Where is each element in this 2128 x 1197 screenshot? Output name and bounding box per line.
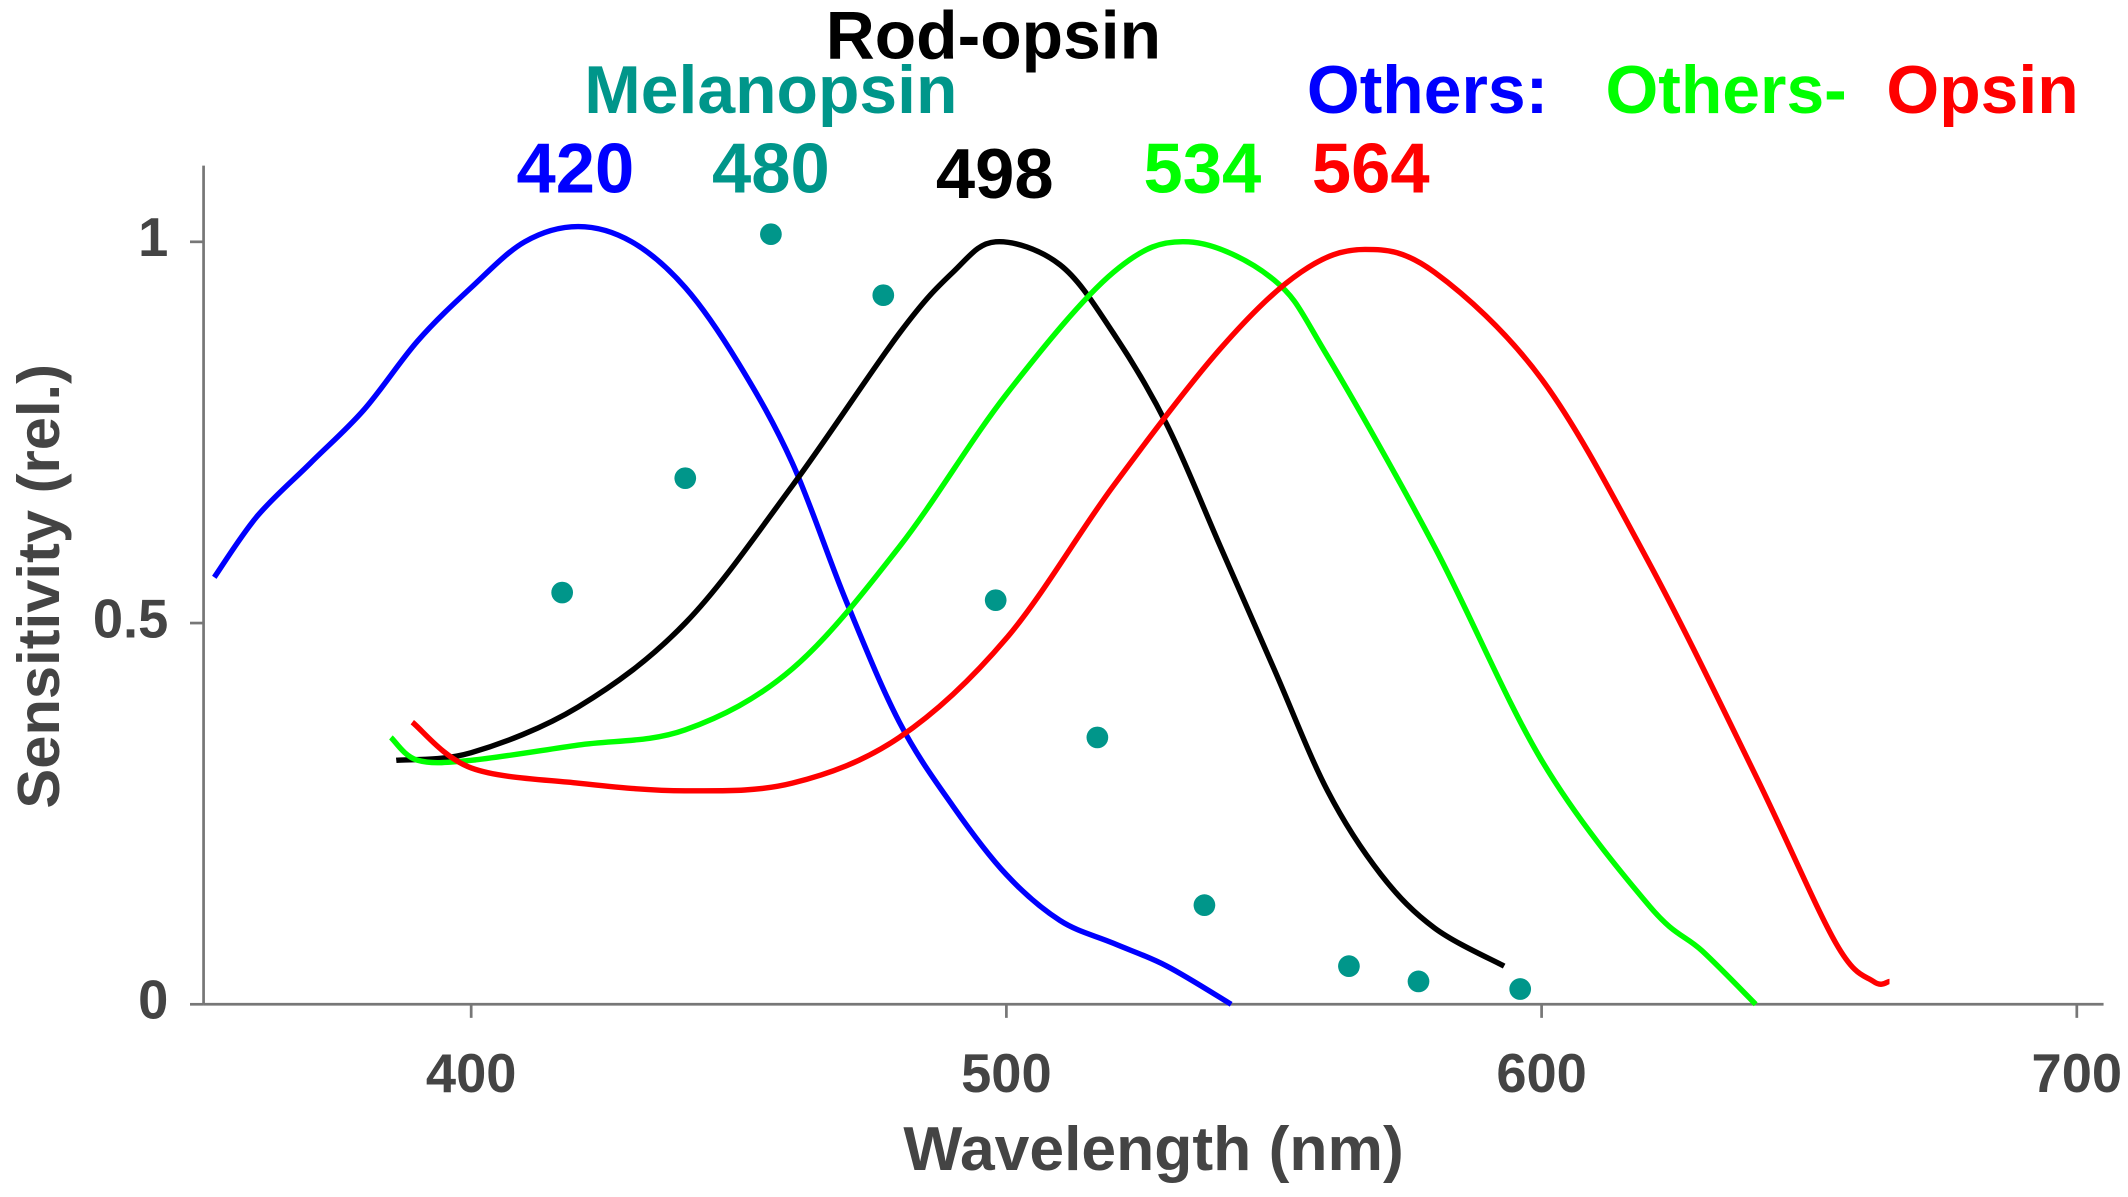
- annotation: Melanopsin: [584, 53, 957, 128]
- scatter-point: [1086, 726, 1109, 749]
- line-series: [395, 239, 1506, 969]
- scatter-point: [551, 581, 574, 604]
- y-tick-label: 1: [138, 207, 168, 268]
- x-axis-label: Wavelength (nm): [903, 1114, 1403, 1184]
- annotation: Rod-opsin: [826, 0, 1161, 74]
- annotation: 420: [517, 128, 635, 207]
- scatter-point: [760, 223, 782, 246]
- scatter-point: [1193, 894, 1216, 917]
- scatter-point: [674, 467, 697, 490]
- y-tick-label: 0: [138, 970, 168, 1031]
- line-series: [410, 246, 1891, 987]
- annotation: Others:: [1307, 53, 1548, 128]
- scatter-point: [1407, 970, 1430, 993]
- annotation: 564: [1312, 128, 1430, 207]
- scatter-point: [984, 589, 1007, 612]
- annotation: 534: [1144, 128, 1262, 207]
- x-tick-label: 700: [2032, 1043, 2123, 1104]
- annotation: Others-: [1606, 53, 1847, 128]
- x-tick-label: 600: [1496, 1043, 1587, 1104]
- x-tick-label: 400: [426, 1043, 517, 1104]
- annotation: 480: [712, 128, 830, 207]
- line-series: [212, 223, 1233, 1007]
- annotation: 498: [936, 134, 1054, 213]
- scatter-point: [872, 284, 895, 307]
- annotation: Opsin: [1886, 53, 2078, 128]
- x-tick-label: 500: [961, 1043, 1052, 1104]
- y-axis-label: Sensitivity (rel.): [5, 364, 72, 809]
- scatter-point: [1509, 978, 1532, 1000]
- line-series: [388, 238, 1758, 1007]
- scatter-point: [1338, 955, 1360, 978]
- y-tick-label: 0.5: [93, 588, 168, 649]
